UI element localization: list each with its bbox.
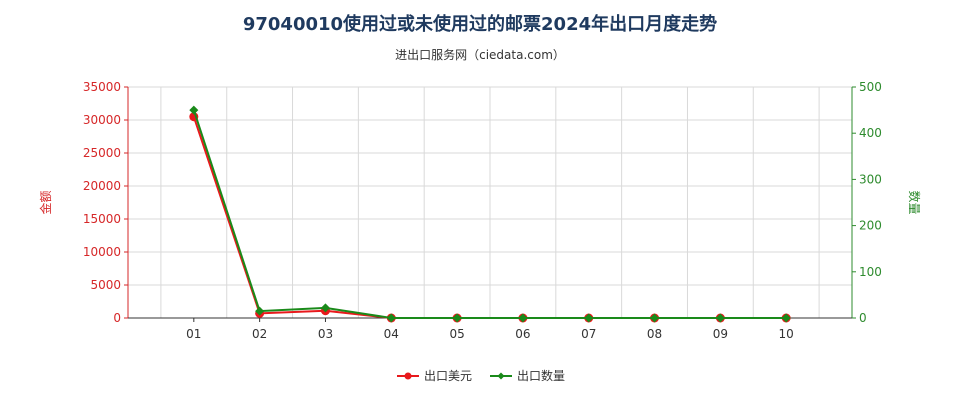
x-tick-label: 10 bbox=[779, 327, 794, 341]
legend-item-2[interactable]: 出口数量 bbox=[490, 368, 565, 383]
left-tick-label: 20000 bbox=[83, 179, 121, 193]
right-tick-label: 0 bbox=[859, 311, 867, 325]
x-tick-label: 03 bbox=[318, 327, 333, 341]
left-tick-label: 25000 bbox=[83, 146, 121, 160]
left-tick-label: 10000 bbox=[83, 245, 121, 259]
x-tick-label: 04 bbox=[384, 327, 399, 341]
chart-title: 97040010使用过或未使用过的邮票2024年出口月度走势 bbox=[242, 14, 718, 35]
chart-subtitle: 进出口服务网（ciedata.com） bbox=[395, 48, 565, 62]
left-tick-label: 35000 bbox=[83, 80, 121, 94]
left-tick-label: 30000 bbox=[83, 113, 121, 127]
x-tick-label: 01 bbox=[186, 327, 201, 341]
x-tick-label: 07 bbox=[581, 327, 596, 341]
series-2-point[interactable] bbox=[781, 313, 791, 323]
right-tick-label: 100 bbox=[859, 265, 882, 279]
series-2-point[interactable] bbox=[386, 313, 396, 323]
x-tick-label: 09 bbox=[713, 327, 728, 341]
left-tick-label: 0 bbox=[113, 311, 121, 325]
left-tick-label: 15000 bbox=[83, 212, 121, 226]
legend[interactable]: 出口美元 出口数量 bbox=[397, 368, 565, 383]
legend-label: 出口数量 bbox=[517, 368, 565, 383]
series-2-point[interactable] bbox=[650, 313, 660, 323]
series-2-point[interactable] bbox=[452, 313, 462, 323]
series-layer bbox=[189, 105, 791, 323]
series-2-point[interactable] bbox=[584, 313, 594, 323]
right-tick-label: 200 bbox=[859, 219, 882, 233]
right-tick-label: 300 bbox=[859, 172, 882, 186]
x-tick-label: 08 bbox=[647, 327, 662, 341]
right-axis-ticks: 0 100 200 300 400 500 bbox=[852, 80, 882, 325]
series-2-point[interactable] bbox=[255, 306, 265, 316]
right-tick-label: 500 bbox=[859, 80, 882, 94]
right-axis-label: 数量 bbox=[907, 190, 922, 214]
x-tick-label: 06 bbox=[515, 327, 530, 341]
right-tick-label: 400 bbox=[859, 126, 882, 140]
left-axis-label: 金额 bbox=[38, 190, 53, 214]
legend-swatch-marker bbox=[404, 372, 412, 380]
x-tick-label: 05 bbox=[449, 327, 464, 341]
legend-item-1[interactable]: 出口美元 bbox=[397, 369, 472, 383]
grid-lines bbox=[128, 86, 852, 319]
legend-label: 出口美元 bbox=[424, 369, 472, 383]
series-2-point[interactable] bbox=[320, 303, 330, 313]
series-line-2 bbox=[192, 109, 787, 319]
x-tick-label: 02 bbox=[252, 327, 267, 341]
x-axis-ticks: 01 02 03 04 05 06 07 08 09 10 bbox=[186, 318, 794, 341]
left-axis-ticks: 0 5000 10000 15000 20000 25000 30000 35000 bbox=[83, 80, 128, 325]
legend-swatch-marker bbox=[497, 372, 505, 380]
series-2-point[interactable] bbox=[715, 313, 725, 323]
series-2-point[interactable] bbox=[189, 105, 199, 115]
left-tick-label: 5000 bbox=[90, 278, 121, 292]
series-2-point[interactable] bbox=[518, 313, 528, 323]
